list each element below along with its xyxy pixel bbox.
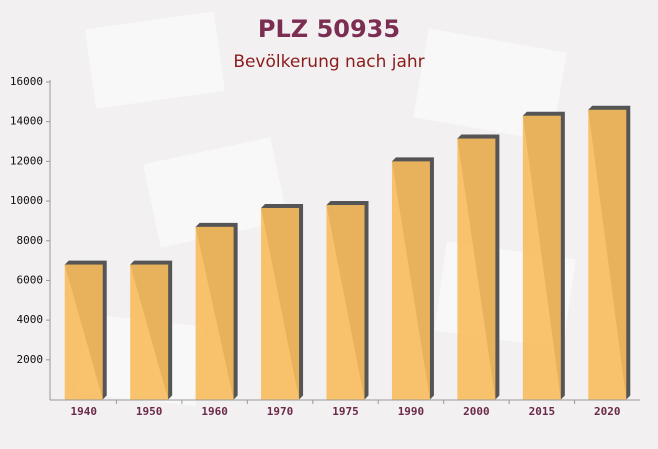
bar-group (130, 260, 173, 400)
bar (326, 205, 365, 400)
bar (522, 115, 561, 400)
bar-group (391, 157, 434, 400)
x-tick-label: 1960 (201, 405, 228, 418)
y-tick-label: 6000 (17, 273, 44, 286)
x-tick-label: 1940 (70, 405, 97, 418)
y-tick-label: 16000 (10, 75, 43, 88)
x-tick-label: 1990 (398, 405, 425, 418)
bar (391, 161, 430, 400)
x-tick-label: 1970 (267, 405, 294, 418)
bar-group (64, 260, 107, 400)
bar (261, 208, 300, 400)
chart-subtitle: Bevölkerung nach jahr (233, 52, 424, 72)
bar-group (261, 204, 304, 400)
bar (130, 264, 169, 400)
x-tick-label: 1975 (332, 405, 359, 418)
bar (195, 226, 234, 400)
y-tick-label: 10000 (10, 194, 43, 207)
x-tick-label: 2015 (529, 405, 556, 418)
bar-group (588, 105, 631, 400)
bar-group (457, 134, 500, 400)
y-tick-label: 4000 (17, 313, 44, 326)
bar (64, 264, 103, 400)
x-tick-label: 2000 (463, 405, 490, 418)
y-tick-label: 8000 (17, 234, 44, 247)
bar-group (522, 111, 565, 400)
x-tick-label: 2020 (594, 405, 621, 418)
x-tick-label: 1950 (136, 405, 163, 418)
bar (588, 109, 627, 400)
chart-title: PLZ 50935 (258, 15, 400, 43)
y-tick-label: 14000 (10, 115, 43, 128)
y-tick-label: 2000 (17, 353, 44, 366)
y-tick-label: 12000 (10, 154, 43, 167)
bar-group (195, 222, 238, 400)
bar (457, 138, 496, 400)
bar-group (326, 201, 369, 400)
